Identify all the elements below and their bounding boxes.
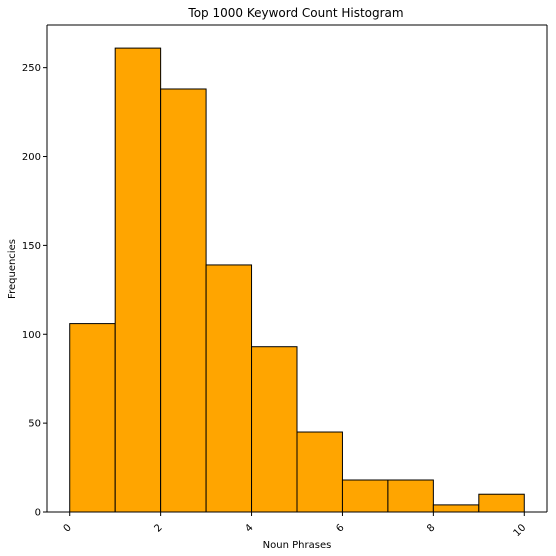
histogram-bar xyxy=(69,323,116,513)
histogram-bar xyxy=(160,88,207,513)
y-tick-label: 50 xyxy=(28,419,41,430)
x-tick-label: 6 xyxy=(334,522,346,534)
histogram-bar xyxy=(296,431,343,513)
y-tick-label: 100 xyxy=(22,330,41,341)
histogram-bar xyxy=(114,47,162,513)
histogram-bar xyxy=(387,479,434,513)
y-tick-label: 150 xyxy=(22,241,41,252)
y-tick-label: 200 xyxy=(22,152,41,163)
x-tick-label: 2 xyxy=(152,522,164,534)
x-tick-label: 10 xyxy=(512,522,529,539)
histogram-bar xyxy=(205,264,253,513)
x-axis-title: Noun Phrases xyxy=(263,540,332,551)
x-tick-label: 4 xyxy=(243,522,255,534)
x-tick-label: 0 xyxy=(62,522,74,534)
histogram-bar xyxy=(478,493,525,513)
y-tick-label: 250 xyxy=(22,63,41,74)
histogram-bar xyxy=(251,346,298,513)
histogram-bar xyxy=(341,479,389,513)
x-tick-label: 8 xyxy=(425,522,437,534)
y-axis-title: Frequencies xyxy=(7,239,18,299)
plot-area: 0 50 100 150 200 250 0 2 4 6 8 10 xyxy=(22,24,548,539)
histogram-bar xyxy=(432,504,480,513)
chart-title: Top 1000 Keyword Count Histogram xyxy=(187,6,403,20)
y-tick-label: 0 xyxy=(35,508,41,519)
